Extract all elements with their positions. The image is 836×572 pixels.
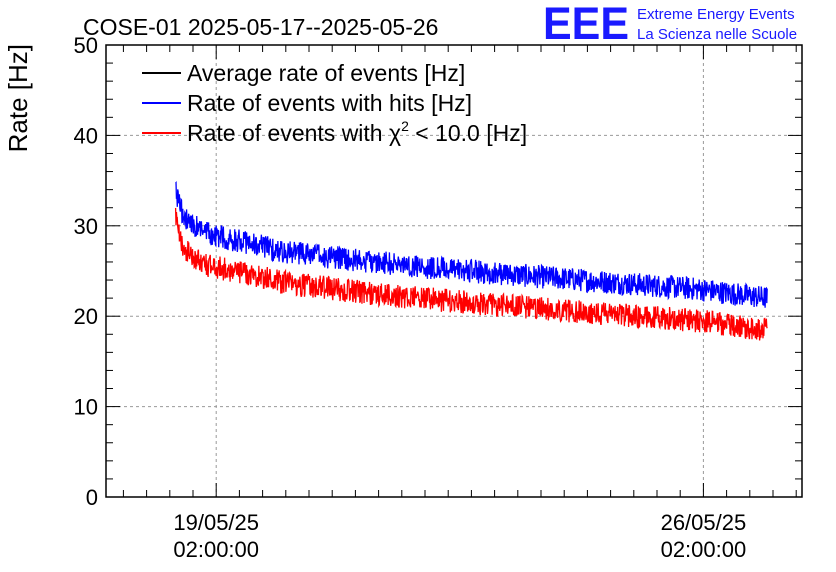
logo-line-2: La Scienza nelle Scuole	[637, 26, 797, 43]
logo-line-1: Extreme Energy Events	[637, 6, 795, 23]
x-tick-label-time: 02:00:00	[661, 537, 747, 562]
legend-label-chi2: Rate of events with χ2 < 10.0 [Hz]	[187, 118, 527, 146]
series-layer	[174, 181, 768, 341]
y-tick-label: 40	[74, 123, 98, 148]
legend-label-hits: Rate of events with hits [Hz]	[187, 90, 472, 116]
plot-frame	[105, 44, 803, 498]
y-tick-label: 0	[86, 485, 98, 510]
axes	[105, 44, 803, 498]
x-tick-label-time: 02:00:00	[173, 537, 259, 562]
x-tick-label-date: 19/05/25	[173, 510, 259, 535]
eee-logo: EEE Extreme Energy Events La Scienza nel…	[543, 0, 797, 49]
series-line	[174, 207, 768, 341]
legend-label-average: Average rate of events [Hz]	[187, 60, 465, 86]
series-line	[175, 181, 768, 308]
x-tick-label-date: 26/05/25	[661, 510, 747, 535]
eee-logo-mark: EEE	[543, 0, 629, 49]
y-tick-label: 10	[74, 395, 98, 420]
y-axis-label: Rate [Hz]	[3, 44, 33, 152]
y-tick-label: 30	[74, 214, 98, 239]
y-tick-label: 20	[74, 304, 98, 329]
chart-title: COSE-01 2025-05-17--2025-05-26	[83, 14, 438, 40]
y-tick-labels: 0 10 20 30 40 50	[74, 33, 98, 510]
legend: Average rate of events [Hz] Rate of even…	[142, 60, 527, 146]
y-tick-label: 50	[74, 33, 98, 58]
